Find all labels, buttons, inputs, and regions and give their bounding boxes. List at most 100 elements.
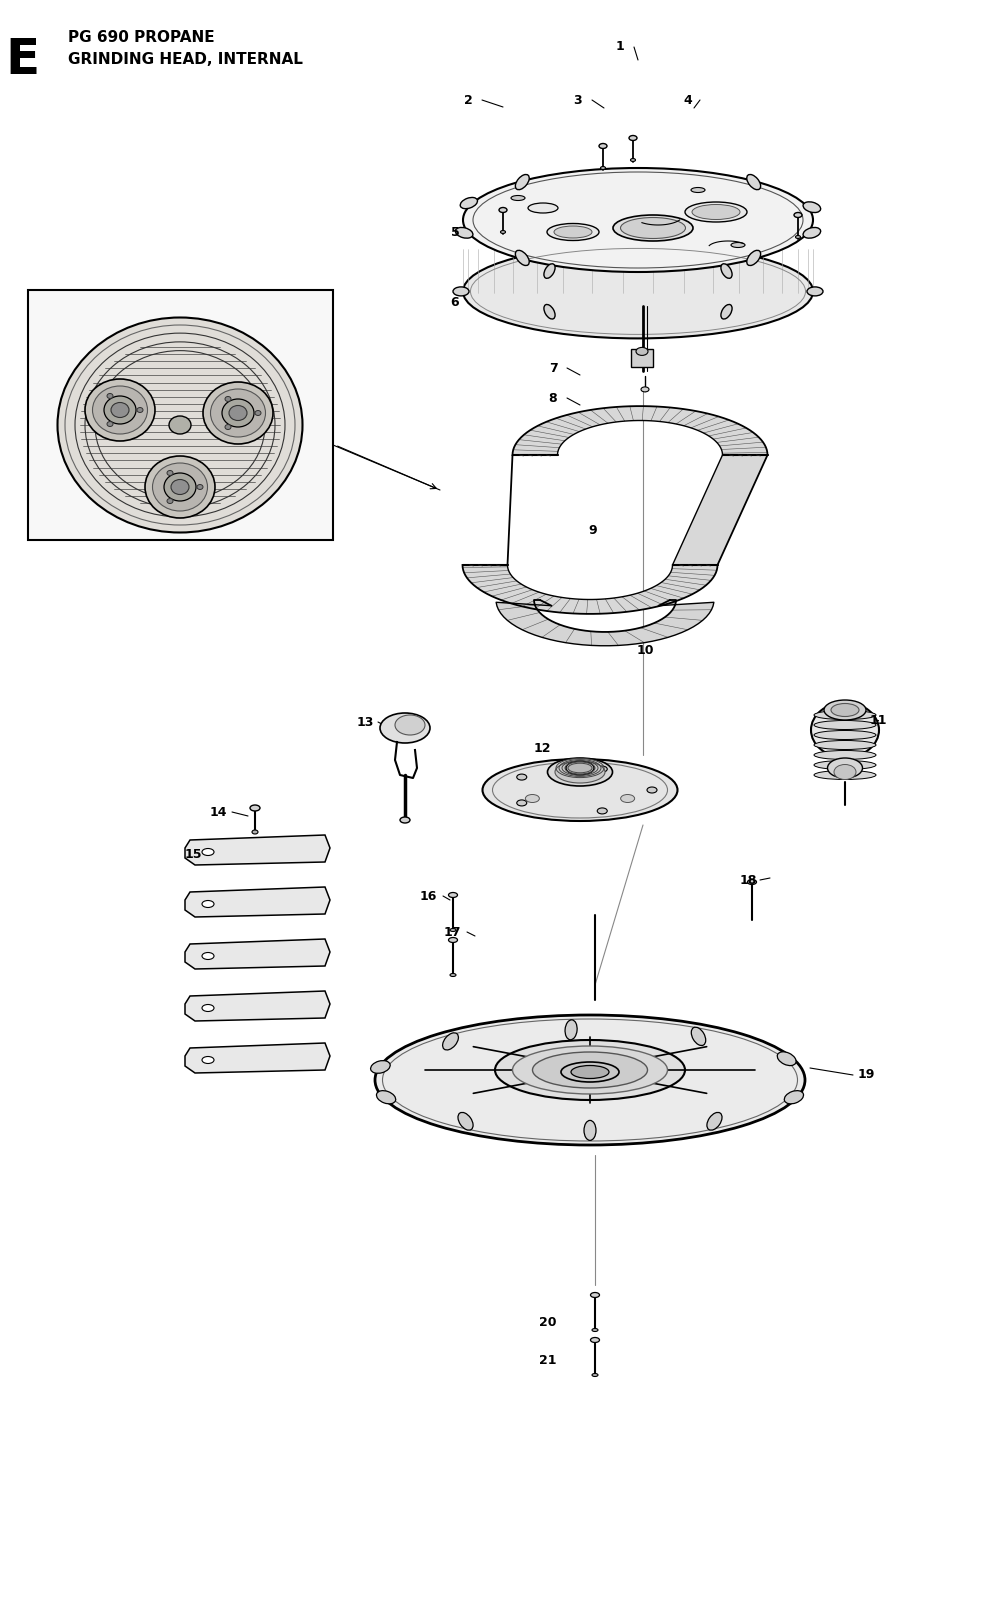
Ellipse shape — [515, 174, 529, 190]
Ellipse shape — [167, 471, 173, 476]
Ellipse shape — [137, 407, 143, 412]
Ellipse shape — [400, 818, 410, 822]
Ellipse shape — [565, 1020, 577, 1040]
Ellipse shape — [453, 287, 469, 295]
Ellipse shape — [210, 390, 266, 438]
Ellipse shape — [573, 770, 587, 778]
Ellipse shape — [455, 227, 473, 238]
Ellipse shape — [691, 1027, 706, 1046]
Ellipse shape — [202, 1005, 214, 1011]
Ellipse shape — [691, 187, 705, 193]
Text: 17: 17 — [443, 926, 461, 939]
Ellipse shape — [203, 382, 273, 444]
Ellipse shape — [525, 794, 539, 803]
Ellipse shape — [202, 1057, 214, 1064]
Text: 7: 7 — [549, 361, 557, 375]
Ellipse shape — [371, 1060, 390, 1073]
Ellipse shape — [450, 974, 456, 976]
Ellipse shape — [597, 808, 607, 814]
Ellipse shape — [747, 174, 761, 190]
Ellipse shape — [592, 1373, 598, 1377]
Ellipse shape — [784, 1091, 804, 1104]
Ellipse shape — [794, 212, 802, 217]
Ellipse shape — [145, 457, 215, 517]
Ellipse shape — [555, 762, 605, 783]
Ellipse shape — [532, 1052, 648, 1088]
Ellipse shape — [814, 720, 876, 730]
Ellipse shape — [547, 224, 599, 241]
Ellipse shape — [631, 158, 636, 161]
Ellipse shape — [807, 287, 823, 295]
Polygon shape — [185, 886, 330, 917]
Text: PG 690 PROPANE: PG 690 PROPANE — [68, 30, 215, 45]
Ellipse shape — [111, 402, 129, 417]
Text: 10: 10 — [636, 644, 654, 656]
Ellipse shape — [597, 767, 607, 771]
Ellipse shape — [828, 759, 862, 778]
Ellipse shape — [613, 216, 693, 241]
Ellipse shape — [499, 208, 507, 212]
Ellipse shape — [685, 201, 747, 222]
Text: 14: 14 — [209, 805, 227, 819]
Ellipse shape — [202, 952, 214, 960]
Ellipse shape — [620, 217, 686, 238]
Ellipse shape — [803, 227, 821, 238]
Ellipse shape — [463, 244, 813, 339]
Bar — [28, 291, 333, 540]
Ellipse shape — [448, 937, 458, 942]
Ellipse shape — [636, 348, 648, 356]
Ellipse shape — [834, 765, 856, 779]
Ellipse shape — [528, 203, 558, 212]
Text: 2: 2 — [464, 94, 472, 107]
Ellipse shape — [707, 1113, 722, 1131]
Ellipse shape — [169, 415, 191, 434]
Ellipse shape — [448, 893, 458, 898]
Ellipse shape — [731, 243, 745, 248]
Ellipse shape — [450, 928, 456, 931]
Ellipse shape — [164, 473, 196, 501]
Ellipse shape — [225, 396, 231, 401]
Ellipse shape — [107, 422, 113, 426]
Ellipse shape — [777, 1052, 796, 1065]
Ellipse shape — [796, 235, 800, 238]
Text: 4: 4 — [684, 94, 692, 107]
Ellipse shape — [621, 794, 635, 803]
Ellipse shape — [463, 168, 813, 271]
Ellipse shape — [501, 230, 506, 233]
Ellipse shape — [222, 399, 254, 426]
Text: GRINDING HEAD, INTERNAL: GRINDING HEAD, INTERNAL — [68, 53, 303, 67]
Ellipse shape — [107, 393, 113, 399]
Text: 15: 15 — [184, 848, 202, 861]
Ellipse shape — [517, 775, 527, 779]
Ellipse shape — [748, 880, 757, 885]
Ellipse shape — [814, 760, 876, 770]
Text: 12: 12 — [533, 741, 551, 754]
Text: 11: 11 — [870, 714, 888, 727]
Ellipse shape — [512, 1046, 668, 1094]
Text: 19: 19 — [858, 1068, 875, 1081]
Ellipse shape — [255, 410, 261, 415]
Ellipse shape — [824, 699, 866, 720]
Polygon shape — [185, 1043, 330, 1073]
Ellipse shape — [814, 741, 876, 749]
Ellipse shape — [814, 751, 876, 760]
Ellipse shape — [58, 318, 302, 532]
Ellipse shape — [395, 715, 425, 735]
Text: 1: 1 — [616, 40, 624, 54]
Ellipse shape — [511, 195, 525, 201]
Ellipse shape — [225, 425, 231, 430]
Ellipse shape — [592, 1329, 598, 1332]
Ellipse shape — [460, 198, 477, 209]
Text: 6: 6 — [451, 295, 459, 308]
Ellipse shape — [803, 201, 821, 212]
Ellipse shape — [152, 463, 208, 511]
Ellipse shape — [544, 305, 555, 319]
Ellipse shape — [517, 800, 527, 806]
Ellipse shape — [590, 1292, 600, 1297]
Ellipse shape — [571, 1065, 609, 1078]
Ellipse shape — [599, 144, 607, 149]
Ellipse shape — [252, 830, 258, 834]
Ellipse shape — [104, 396, 136, 423]
Ellipse shape — [495, 1040, 685, 1100]
Ellipse shape — [375, 1016, 805, 1145]
